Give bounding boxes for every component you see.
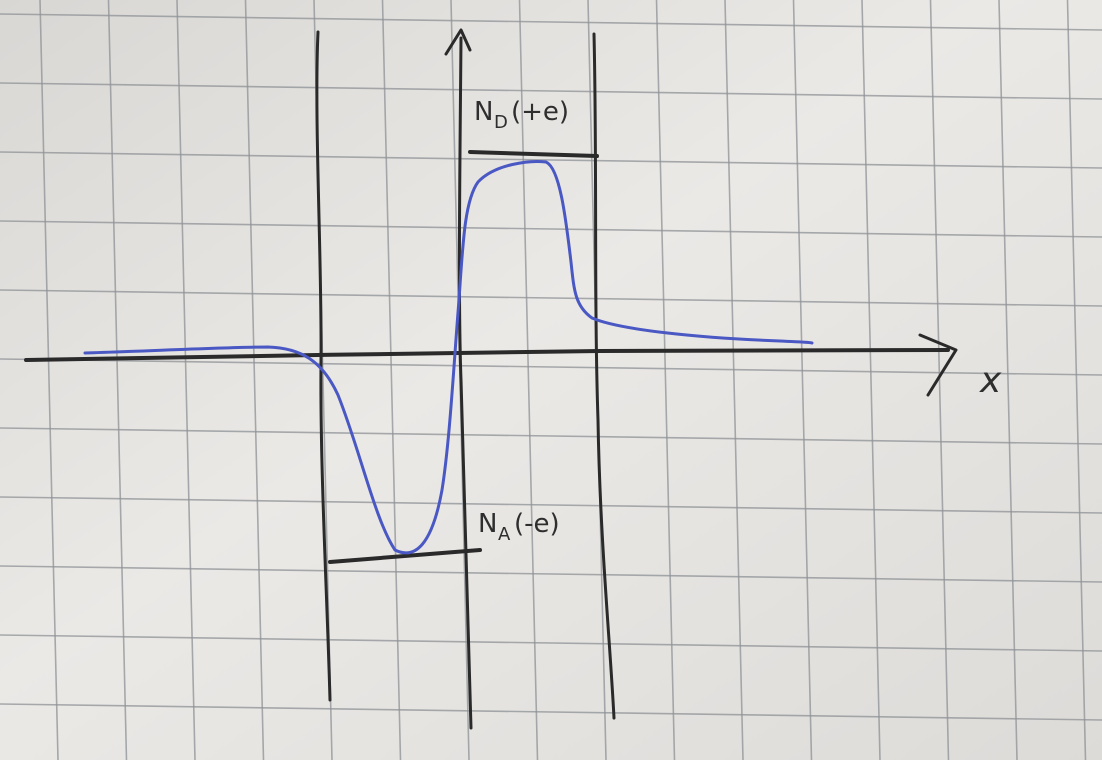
grid-line-vertical xyxy=(655,0,676,760)
svg-text:A: A xyxy=(498,524,511,545)
grid-line-vertical xyxy=(792,0,813,760)
grid-line-vertical xyxy=(244,0,265,760)
x-axis-label: x xyxy=(979,360,1002,401)
donor-label: N D (+e) xyxy=(474,97,569,133)
svg-text:(-e): (-e) xyxy=(514,509,560,539)
donor-level-line xyxy=(468,150,599,158)
grid-line-vertical xyxy=(724,0,744,760)
grid-line-vertical xyxy=(929,0,950,760)
svg-text:N: N xyxy=(478,509,497,539)
grid-line-vertical xyxy=(1066,0,1087,760)
charge-density-curve xyxy=(83,160,814,555)
grid-line-horizontal xyxy=(0,220,1102,238)
grid-line-horizontal xyxy=(0,427,1102,445)
grid-line-vertical xyxy=(998,0,1018,760)
depletion-right-boundary xyxy=(592,32,616,720)
grid-line-vertical xyxy=(381,0,402,760)
vertical-axis xyxy=(457,36,473,730)
grid-line-vertical xyxy=(107,0,128,760)
acceptor-level-line xyxy=(328,548,482,564)
grid-line-horizontal xyxy=(0,151,1102,169)
grid-line-horizontal xyxy=(0,634,1102,652)
grid-line-horizontal xyxy=(0,703,1102,721)
svg-text:N: N xyxy=(474,97,493,127)
grid-line-vertical xyxy=(39,0,59,760)
svg-text:(+e): (+e) xyxy=(511,97,569,127)
grid-line-horizontal xyxy=(0,565,1102,583)
grid-line-horizontal xyxy=(0,496,1102,514)
acceptor-label: N A (-e) xyxy=(478,509,560,545)
grid-line-vertical xyxy=(518,0,539,760)
vertical-axis-arrowhead xyxy=(444,28,472,56)
x-axis xyxy=(24,348,950,362)
grid-line-horizontal xyxy=(0,82,1102,100)
x-axis-arrowhead xyxy=(918,333,958,397)
grid-line-horizontal xyxy=(0,13,1102,31)
depletion-left-boundary xyxy=(315,30,332,702)
grid-line-horizontal xyxy=(0,358,1102,376)
svg-text:D: D xyxy=(494,112,508,133)
grid-line-horizontal xyxy=(0,289,1102,307)
grid-line-vertical xyxy=(176,0,196,760)
grid-line-vertical xyxy=(861,0,881,760)
